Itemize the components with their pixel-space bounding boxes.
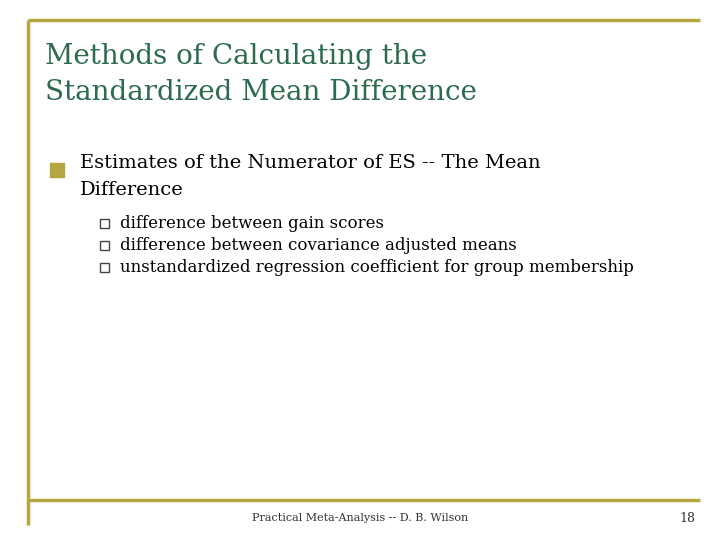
Text: Standardized Mean Difference: Standardized Mean Difference: [45, 78, 477, 105]
Bar: [100, 219, 109, 227]
Text: Practical Meta-Analysis -- D. B. Wilson: Practical Meta-Analysis -- D. B. Wilson: [252, 513, 468, 523]
Text: difference between covariance adjusted means: difference between covariance adjusted m…: [120, 237, 517, 253]
Bar: [100, 240, 109, 249]
Text: difference between gain scores: difference between gain scores: [120, 214, 384, 232]
Text: unstandardized regression coefficient for group membership: unstandardized regression coefficient fo…: [120, 259, 634, 275]
Text: Difference: Difference: [80, 181, 184, 199]
Text: Methods of Calculating the: Methods of Calculating the: [45, 44, 427, 71]
Bar: [50, 163, 64, 177]
Bar: [100, 262, 109, 272]
Text: 18: 18: [679, 511, 695, 524]
Text: Estimates of the Numerator of ES -- The Mean: Estimates of the Numerator of ES -- The …: [80, 154, 541, 172]
